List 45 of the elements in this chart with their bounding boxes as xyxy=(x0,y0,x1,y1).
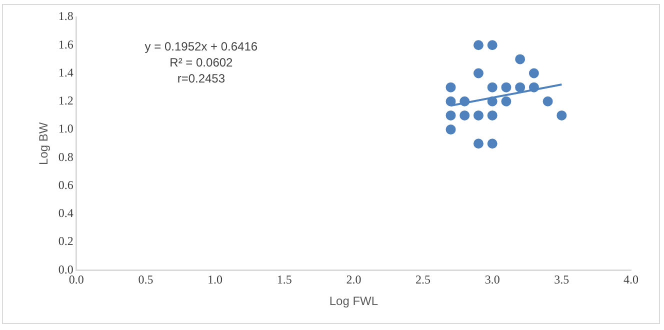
x-tick-label: 4.0 xyxy=(624,272,638,287)
point xyxy=(473,40,484,50)
point xyxy=(542,96,553,106)
point xyxy=(473,68,484,78)
x-tick-label: 2.5 xyxy=(416,272,431,287)
x-tick-label: 1.5 xyxy=(276,272,292,287)
y-tick-label: 1.2 xyxy=(58,94,74,108)
annotation: y = 0.1952x + 0.6416 xyxy=(144,39,258,54)
point xyxy=(501,82,512,92)
point xyxy=(528,82,539,92)
x-tick-label: 0.5 xyxy=(138,272,154,287)
y-tick-label: 1.4 xyxy=(58,65,74,80)
y-axis-title: Log BW xyxy=(36,122,51,165)
y-tick-label: 0.8 xyxy=(58,150,74,164)
point xyxy=(515,54,526,64)
point xyxy=(487,110,498,120)
x-axis-title: Log FWL xyxy=(329,294,378,308)
x-tick-label: 3.5 xyxy=(554,272,570,287)
y-tick-label: 0.6 xyxy=(58,178,74,192)
x-tick-label: 1.0 xyxy=(208,272,223,287)
y-tick-label: 0.2 xyxy=(58,234,74,248)
point xyxy=(460,110,470,120)
point xyxy=(501,96,512,106)
point xyxy=(446,96,456,106)
point xyxy=(487,138,498,149)
point xyxy=(446,82,456,92)
point xyxy=(528,68,539,78)
x-tick-label: 2.0 xyxy=(346,272,362,287)
point xyxy=(487,82,498,92)
annotation: r=0.2453 xyxy=(177,71,226,86)
point xyxy=(446,124,456,135)
annotation: R² = 0.0602 xyxy=(170,55,234,70)
point xyxy=(473,110,484,120)
point xyxy=(487,40,498,50)
y-tick-label: 1.8 xyxy=(58,9,74,24)
point xyxy=(487,96,498,106)
point xyxy=(473,138,484,149)
point xyxy=(556,110,567,120)
y-tick-label: 0.4 xyxy=(58,206,74,220)
y-tick-label: 1.0 xyxy=(58,122,74,136)
y-tick-label: 1.6 xyxy=(58,37,74,52)
x-tick-label: 3.0 xyxy=(484,272,500,287)
point xyxy=(460,96,470,106)
point xyxy=(515,82,526,92)
point xyxy=(446,110,456,120)
